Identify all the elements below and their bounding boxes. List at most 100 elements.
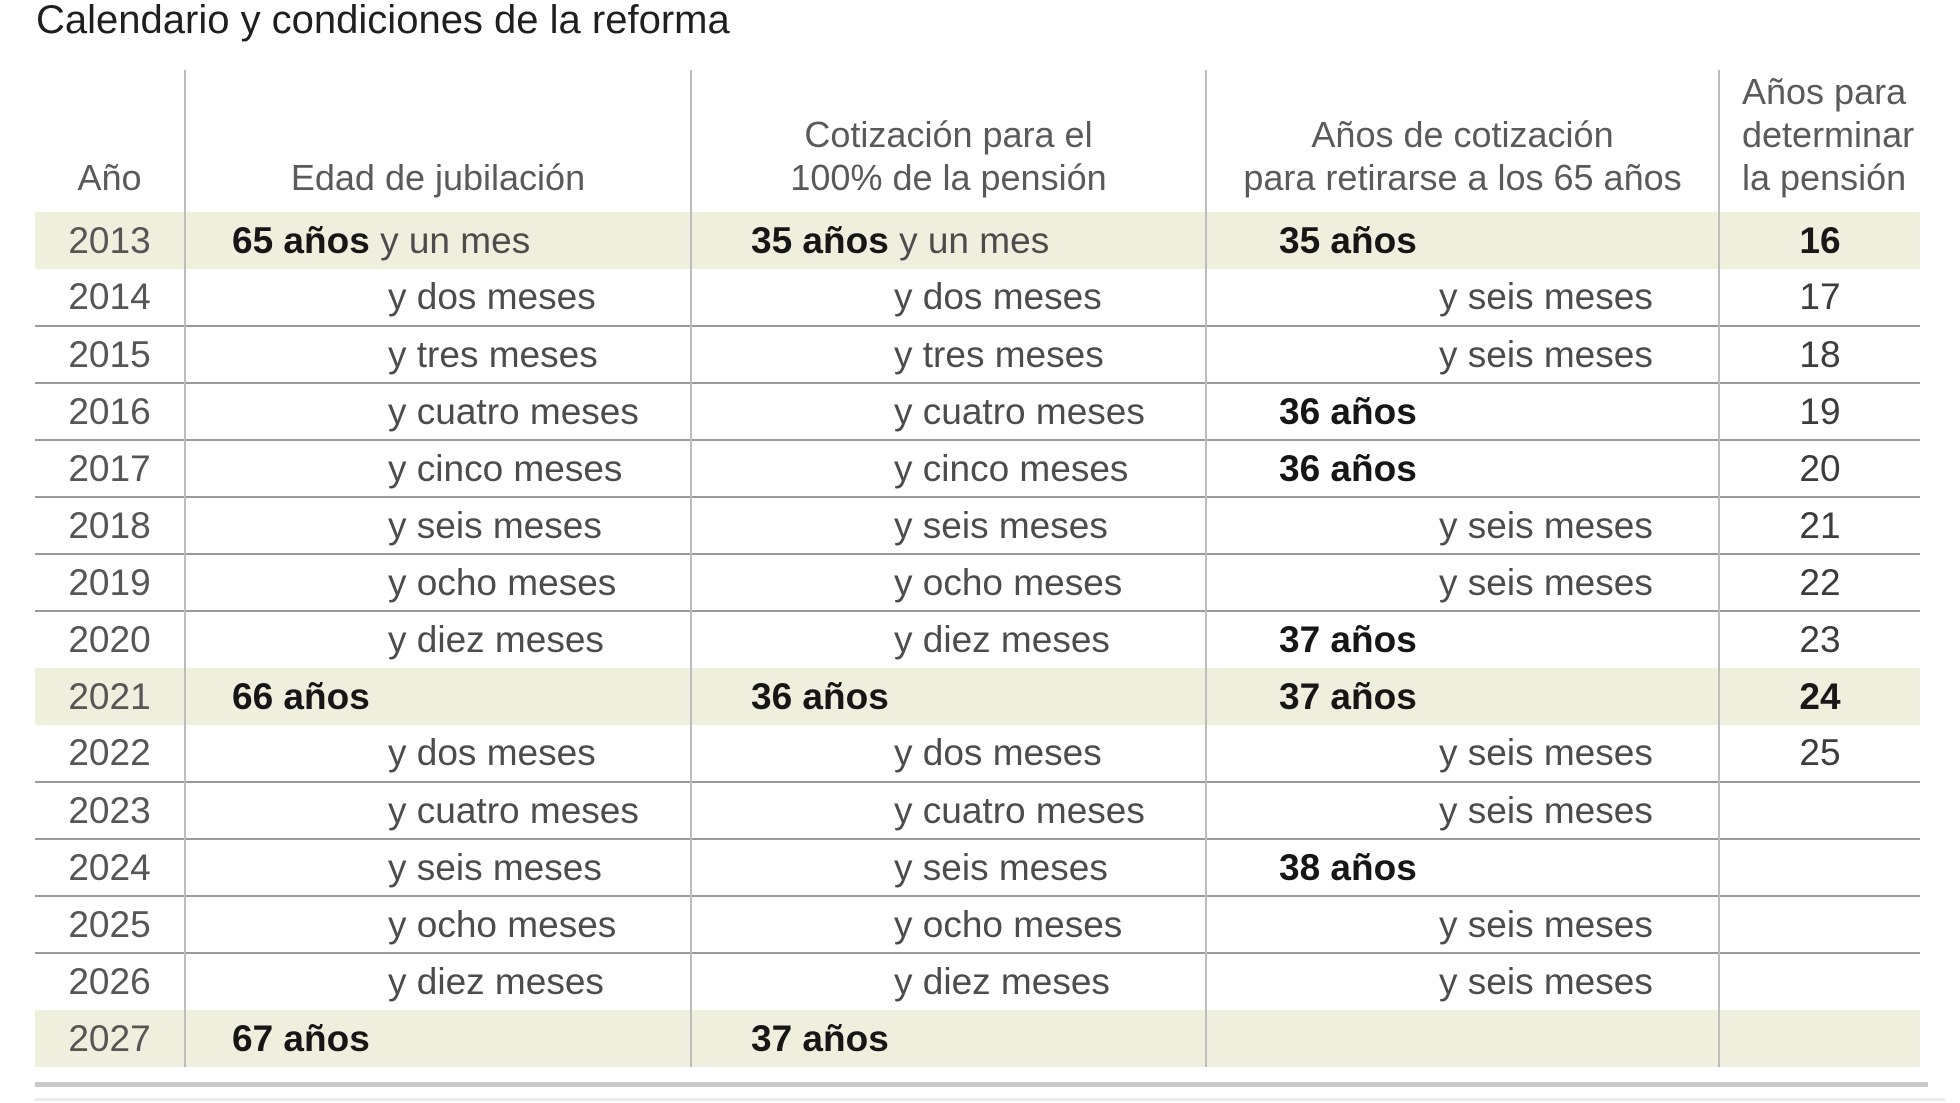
table-row-2027: 2027 67 años 37 años [35,1010,1920,1067]
edad-cell: y dos meses [184,269,691,326]
cot-cell: y ocho meses [690,554,1206,611]
table-row-2026: 2026 y diez meses y diez meses y seis meses [35,953,1920,1010]
table-row-2019: 2019 y ocho meses y ocho meses y seis meses… [35,554,1920,611]
edad-bold-value: 66 años [232,675,370,717]
year-cell: 2014 [68,276,151,317]
a65-cell: y seis meses [1205,725,1719,782]
pension-years-cell [1718,839,1920,896]
cot-cell: 36 años [690,668,1206,725]
cot-cell: y cuatro meses [690,782,1206,839]
a65-cell: y seis meses [1205,554,1719,611]
page-title: Calendario y condiciones de la reforma [36,0,730,42]
a65-cell: y seis meses [1205,269,1719,326]
edad-cell: y diez meses [184,953,691,1010]
pension-years-cell: 22 [1718,554,1920,611]
header-row: Año Edad de jubilación Cotización para el … [35,70,1920,212]
a65-cell [1205,1010,1719,1067]
pension-years-cell: 23 [1718,611,1920,668]
a65-bold-value: 37 años [1279,675,1417,717]
table-row-2013: 2013 65 años y un mes 35 años y un mes 35 a… [35,212,1920,269]
edad-cell: y dos meses [184,725,691,782]
cot-cell: y dos meses [690,269,1206,326]
edad-cell: 67 años [184,1010,691,1067]
a65-cell: y seis meses [1205,497,1719,554]
pension-years-cell: 18 [1718,326,1920,383]
pension-years-cell: 25 [1718,725,1920,782]
pension-years-cell [1718,782,1920,839]
pension-years-cell [1718,1010,1920,1067]
cot-cell: y tres meses [690,326,1206,383]
cot-cell: y dos meses [690,725,1206,782]
edad-bold-value: 67 años [232,1017,370,1059]
pension-years-cell: 24 [1718,668,1920,725]
a65-cell: 37 años [1205,668,1719,725]
cot-bold-value: 35 años [751,219,889,261]
table-body: 2013 65 años y un mes 35 años y un mes 35 a… [35,212,1920,1067]
col-header-cotizacion: Cotización para el 100% de la pensión [690,70,1206,212]
col-header-anos65: Años de cotización para retirarse a los … [1205,70,1719,212]
year-cell: 2025 [68,903,151,945]
a65-cell: 36 años [1205,383,1719,440]
a65-bold-value: 37 años [1279,619,1417,660]
table-row-2016: 2016 y cuatro meses y cuatro meses 36 años 1… [35,383,1920,440]
year-cell: 2018 [68,504,151,546]
table-row-2022: 2022 y dos meses y dos meses y seis meses 25 [35,725,1920,782]
a65-cell: 37 años [1205,611,1719,668]
a65-cell: y seis meses [1205,326,1719,383]
pension-years-cell: 19 [1718,383,1920,440]
table-row-2014: 2014 y dos meses y dos meses y seis meses 17 [35,269,1920,326]
year-cell: 2016 [68,390,151,432]
cot-cell: y cuatro meses [690,383,1206,440]
cot-cell: y seis meses [690,497,1206,554]
year-cell: 2017 [68,447,151,489]
a65-bold-value: 35 años [1279,219,1417,261]
edad-cell: 65 años y un mes [184,212,691,269]
cot-cell: y diez meses [690,611,1206,668]
year-cell: 2022 [68,732,151,773]
table-row-2018: 2018 y seis meses y seis meses y seis meses… [35,497,1920,554]
year-cell: 2024 [68,846,151,888]
cot-cell: y seis meses [690,839,1206,896]
pension-years-cell [1718,896,1920,953]
pension-years-cell: 21 [1718,497,1920,554]
a65-bold-value: 36 años [1279,390,1417,432]
edad-cell: y cinco meses [184,440,691,497]
cot-cell: y diez meses [690,953,1206,1010]
edad-cell: y seis meses [184,497,691,554]
edad-cell: y cuatro meses [184,782,691,839]
year-cell: 2015 [68,333,151,375]
cot-cell: 35 años y un mes [690,212,1206,269]
a65-cell: 35 años [1205,212,1719,269]
a65-cell: y seis meses [1205,953,1719,1010]
col-header-determinar: Años para determinar la pensión [1718,70,1920,212]
year-cell: 2026 [68,961,151,1002]
table-row-2017: 2017 y cinco meses y cinco meses 36 años 20 [35,440,1920,497]
a65-bold-value: 38 años [1279,846,1417,888]
a65-cell: 36 años [1205,440,1719,497]
a65-cell: 38 años [1205,839,1719,896]
bottom-rule-light [35,1098,1945,1101]
pension-years-cell [1718,953,1920,1010]
cot-cell: y ocho meses [690,896,1206,953]
pension-years-cell: 17 [1718,269,1920,326]
cot-cell: 37 años [690,1010,1206,1067]
bottom-rule [35,1082,1928,1087]
year-cell: 2020 [68,619,151,660]
year-cell: 2021 [68,675,151,717]
edad-cell: y ocho meses [184,554,691,611]
a65-cell: y seis meses [1205,782,1719,839]
edad-bold-value: 65 años [232,219,370,261]
cot-cell: y cinco meses [690,440,1206,497]
edad-cell: y diez meses [184,611,691,668]
year-cell: 2019 [68,561,151,603]
cot-bold-value: 37 años [751,1017,889,1059]
cot-bold-value: 36 años [751,675,889,717]
a65-cell: y seis meses [1205,896,1719,953]
reform-calendar-table: Año Edad de jubilación Cotización para el … [35,70,1920,1067]
col-header-edad: Edad de jubilación [184,70,691,212]
edad-cell: y ocho meses [184,896,691,953]
table-row-2015: 2015 y tres meses y tres meses y seis meses… [35,326,1920,383]
table-row-2020: 2020 y diez meses y diez meses 37 años 23 [35,611,1920,668]
year-cell: 2023 [68,789,151,831]
table-row-2025: 2025 y ocho meses y ocho meses y seis meses [35,896,1920,953]
